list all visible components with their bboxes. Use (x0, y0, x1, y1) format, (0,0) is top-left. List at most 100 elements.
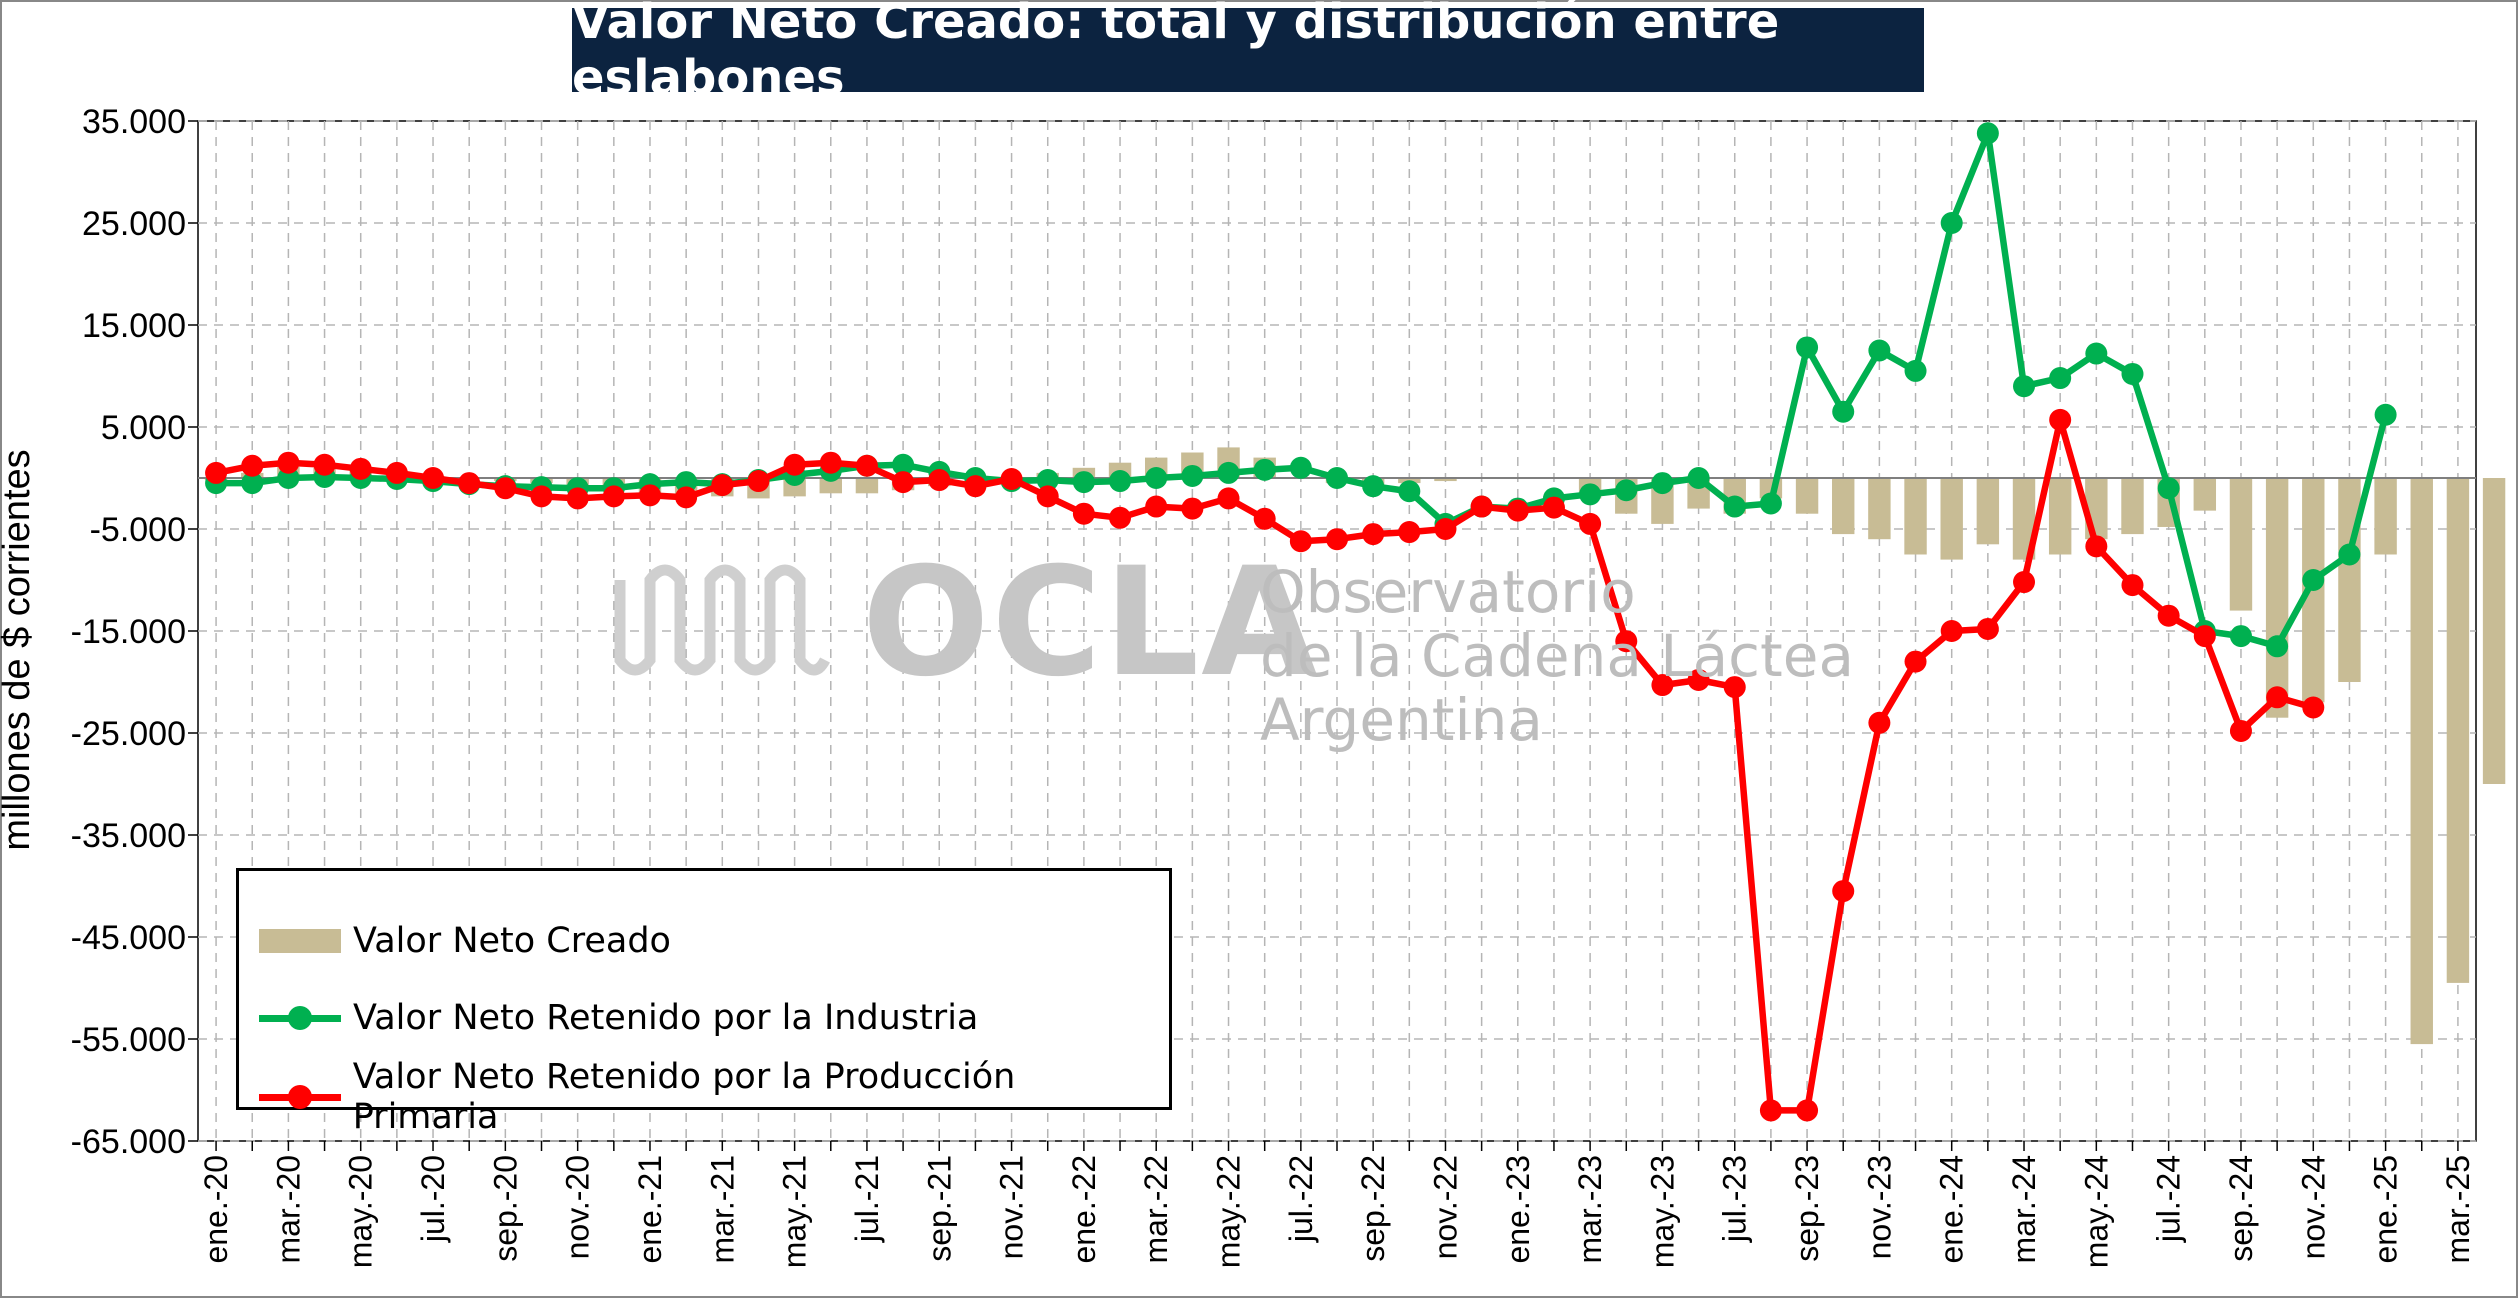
x-tick-label: mar.-24 (2006, 1155, 2042, 1263)
produccion-point (1506, 499, 1529, 522)
bar (1795, 478, 1819, 514)
produccion-point (1904, 650, 1927, 673)
industria-point (1072, 471, 1095, 494)
produccion-point (1072, 502, 1095, 525)
y-tick-label: -5.000 (90, 511, 186, 549)
industria-point (1145, 467, 1168, 489)
x-tick-label: mar.-20 (270, 1155, 306, 1263)
produccion-point (2229, 719, 2252, 742)
x-tick-label: mar.-22 (1138, 1155, 1174, 1263)
y-tick-label: 25.000 (82, 205, 186, 243)
x-tick-label: may.-23 (1644, 1155, 1680, 1268)
produccion-point (783, 453, 806, 476)
industria-point (1181, 464, 1204, 487)
produccion-point (1398, 521, 1421, 544)
legend-line-swatch (259, 998, 341, 1038)
x-tick-label: nov.-21 (994, 1155, 1030, 1259)
produccion-point (602, 485, 625, 508)
industria-point (277, 467, 300, 489)
industria-point (2266, 635, 2289, 658)
x-tick-label: sep.-21 (921, 1155, 957, 1262)
industria-point (1651, 472, 1674, 495)
produccion-point (205, 461, 228, 484)
industria-point (1326, 467, 1348, 489)
industria-point (1868, 339, 1891, 362)
bar (2410, 478, 2433, 1045)
industria-point (1362, 475, 1385, 498)
x-tick-label: may.-21 (777, 1155, 813, 1268)
y-tick-label: 35.000 (82, 103, 186, 141)
legend-line-swatch (259, 1077, 341, 1117)
industria-point (1759, 492, 1782, 515)
legend-label: Valor Neto Retenido por la Industria (353, 998, 979, 1038)
industria-point (1796, 336, 1819, 359)
industria-point (1687, 467, 1710, 489)
x-tick-label: sep.-22 (1355, 1155, 1391, 1262)
industria-point (2229, 625, 2252, 648)
industria-point (2121, 362, 2144, 385)
produccion-point (1362, 523, 1385, 546)
y-tick-label: -65.000 (71, 1123, 186, 1161)
legend-item-produccion-primaria: Valor Neto Retenido por la Producción Pr… (259, 1057, 1169, 1137)
x-tick-label: may.-22 (1211, 1155, 1247, 1268)
bar (2048, 478, 2072, 555)
x-tick-label: nov.-24 (2295, 1155, 2331, 1259)
produccion-point (1796, 1099, 1819, 1122)
industria-point (241, 472, 264, 495)
x-tick-label: mar.-21 (704, 1155, 740, 1263)
x-tick-label: may.-20 (343, 1155, 379, 1268)
x-tick-label: ene.-20 (198, 1155, 234, 1264)
produccion-point (2049, 408, 2072, 431)
produccion-point (2302, 696, 2325, 719)
produccion-point (892, 471, 915, 494)
x-tick-label: ene.-25 (2368, 1155, 2404, 1264)
bar (1940, 478, 1963, 560)
produccion-point (349, 457, 372, 480)
produccion-point (241, 454, 264, 477)
y-tick-label: 15.000 (82, 307, 186, 345)
x-tick-label: jul.-20 (415, 1155, 451, 1243)
produccion-point (964, 475, 987, 498)
bar (855, 478, 879, 494)
industria-point (2374, 403, 2397, 426)
x-tick-label: mar.-25 (2440, 1155, 2476, 1263)
produccion-point (422, 467, 445, 489)
produccion-point (819, 451, 842, 474)
produccion-point (1000, 468, 1023, 491)
y-tick-label: -25.000 (71, 715, 186, 753)
industria-point (1976, 122, 1999, 145)
produccion-point (1542, 496, 1565, 519)
produccion-point (1326, 528, 1348, 551)
y-tick-label: -35.000 (71, 817, 186, 855)
produccion-point (1976, 617, 1999, 640)
produccion-point (1434, 518, 1457, 540)
industria-point (2085, 342, 2108, 365)
industria-point (1940, 212, 1963, 234)
produccion-point (1253, 507, 1276, 530)
chart-legend: Valor Neto Creado Valor Neto Retenido po… (236, 868, 1172, 1137)
industria-point (1723, 495, 1746, 518)
bar (1868, 478, 1891, 540)
produccion-point (2266, 686, 2289, 709)
bar (2121, 478, 2144, 535)
industria-point (1109, 470, 1132, 493)
industria-point (675, 471, 698, 494)
produccion-point (928, 469, 951, 492)
y-tick-label: -15.000 (71, 613, 186, 651)
produccion-point (747, 470, 770, 493)
bar (1434, 478, 1457, 482)
legend-item-valor-neto-creado: Valor Neto Creado (259, 911, 671, 971)
industria-point (2013, 375, 2036, 398)
legend-label: Valor Neto Creado (353, 921, 671, 961)
x-tick-label: mar.-23 (1572, 1155, 1608, 1263)
legend-bar-swatch (259, 929, 341, 953)
bar (1832, 478, 1855, 535)
bar (1904, 478, 1927, 555)
industria-point (1904, 359, 1927, 382)
industria-point (1036, 469, 1059, 492)
x-tick-label: ene.-22 (1066, 1155, 1102, 1264)
y-tick-label: 5.000 (101, 409, 186, 447)
produccion-point (2085, 535, 2108, 558)
produccion-point (458, 472, 481, 495)
bar (2229, 478, 2253, 611)
